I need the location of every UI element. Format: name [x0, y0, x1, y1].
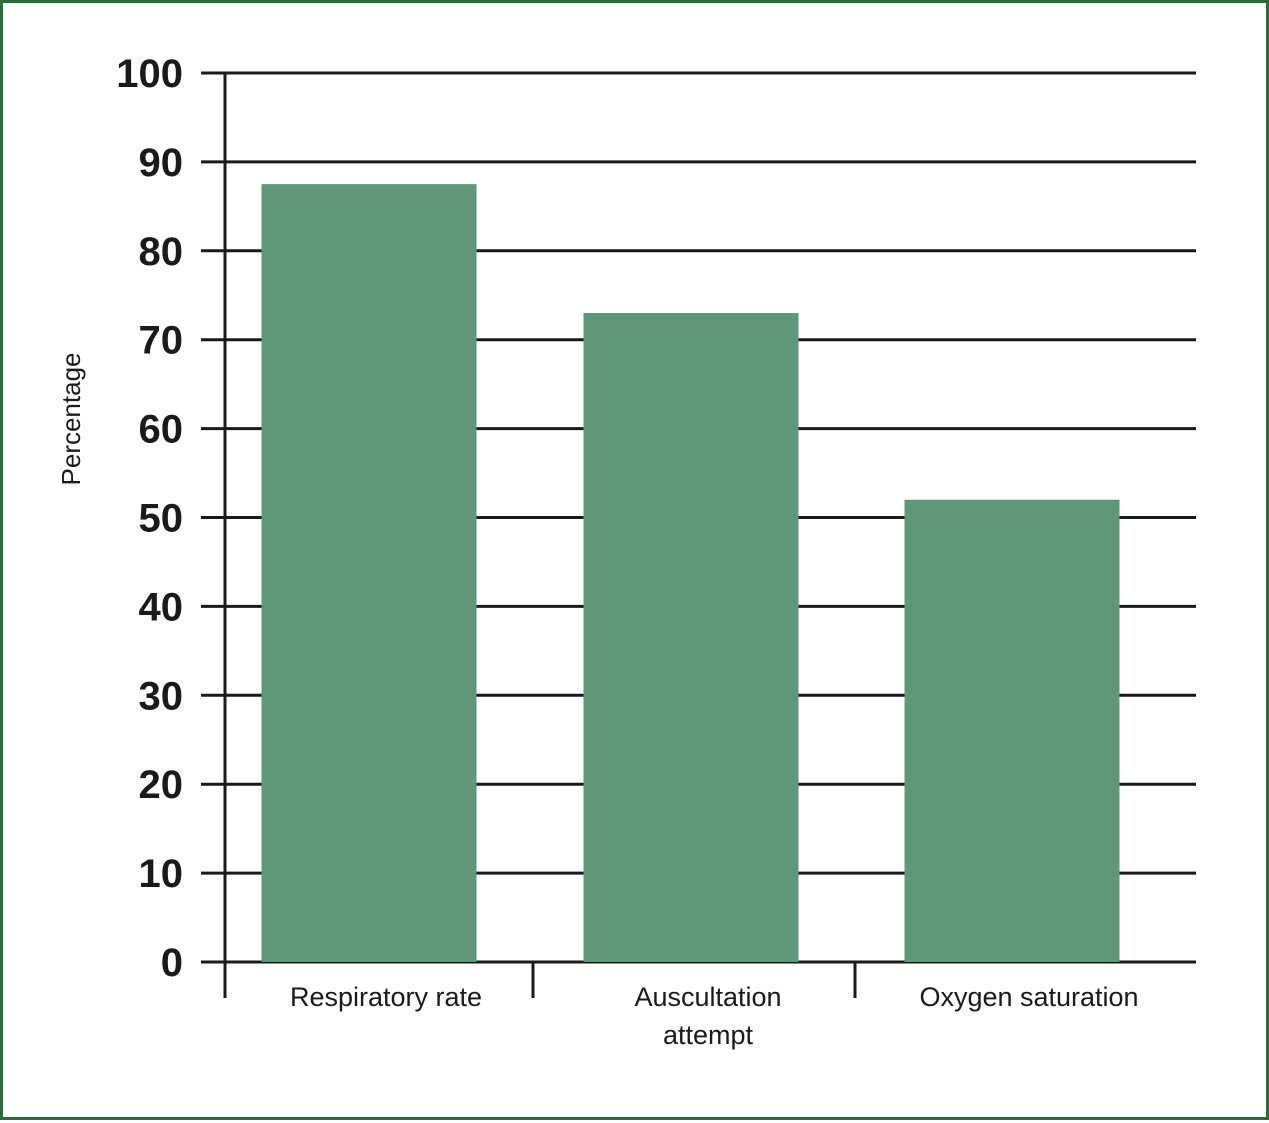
y-tick-label: 0	[161, 941, 183, 985]
y-tick-label: 70	[139, 319, 184, 363]
y-tick-label: 40	[139, 585, 184, 629]
y-tick-label: 20	[139, 763, 184, 807]
bar	[583, 313, 799, 962]
bars	[261, 184, 1120, 962]
axes	[223, 73, 857, 998]
y-tick-label: 90	[139, 141, 184, 185]
bar-chart: 0 10 20 30 40 50 60 70 80 90 100 Respiratory rate A…	[56, 52, 1196, 1050]
x-tick-label: Oxygen saturation	[919, 982, 1138, 1012]
y-tick-label: 100	[116, 52, 183, 96]
y-tick-label: 80	[139, 230, 184, 274]
y-tick-label: 60	[139, 408, 184, 452]
y-tick-label: 50	[139, 497, 184, 541]
x-tick-label: Auscultation attempt	[634, 982, 781, 1050]
y-tick-label: 30	[139, 674, 184, 718]
x-tick-label-line: Auscultation	[634, 982, 781, 1012]
y-axis-title: Percentage	[56, 353, 86, 486]
x-tick-label-line: Respiratory rate	[290, 982, 482, 1012]
x-tick-label-line: Oxygen saturation	[919, 982, 1138, 1012]
y-tick-labels: 0 10 20 30 40 50 60 70 80 90 100	[116, 52, 183, 985]
x-tick-label: Respiratory rate	[290, 982, 482, 1012]
x-tick-label-line: attempt	[663, 1020, 754, 1050]
y-tick-label: 10	[139, 852, 184, 896]
bar	[261, 184, 477, 962]
x-tick-labels: Respiratory rate Auscultation attempt Oxyge…	[290, 982, 1139, 1050]
bar	[904, 499, 1120, 962]
